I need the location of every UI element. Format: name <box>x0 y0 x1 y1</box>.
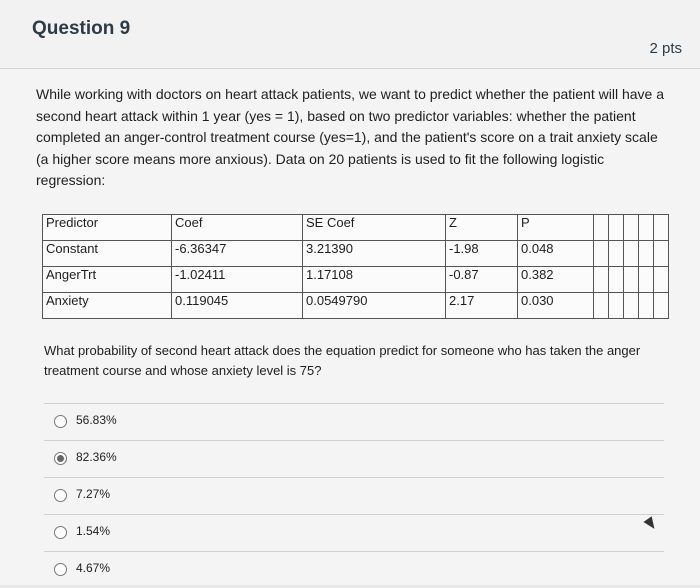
header-se-coef: SE Coef <box>302 214 446 241</box>
header-coef: Coef <box>171 214 303 241</box>
table-row: Anxiety 0.119045 0.0549790 2.17 0.030 <box>42 292 669 319</box>
question-body <box>0 69 700 585</box>
empty-cell <box>638 266 654 293</box>
answer-label[interactable]: 82.36% <box>76 450 117 464</box>
radio-button-selected[interactable] <box>54 452 67 465</box>
answer-option[interactable]: 1.54% <box>44 514 664 551</box>
empty-cell <box>593 292 609 319</box>
table-header-row: Predictor Coef SE Coef Z P <box>42 214 669 241</box>
cell-se-coef: 0.0549790 <box>302 292 446 319</box>
cell-se-coef: 3.21390 <box>302 240 446 267</box>
cell-predictor: Constant <box>42 240 172 267</box>
cell-p: 0.048 <box>517 240 594 267</box>
empty-cell <box>593 240 609 267</box>
cell-z: -0.87 <box>445 266 518 293</box>
empty-cell <box>608 292 624 319</box>
empty-cell <box>593 266 609 293</box>
regression-table: Predictor Coef SE Coef Z P Constant -6.3… <box>42 214 669 319</box>
answer-option[interactable]: 4.67% <box>44 551 664 588</box>
cell-predictor: AngerTrt <box>42 266 172 293</box>
empty-cell <box>623 240 639 267</box>
radio-button[interactable] <box>54 489 67 502</box>
table-row: Constant -6.36347 3.21390 -1.98 0.048 <box>42 240 669 267</box>
empty-cell <box>623 214 639 241</box>
empty-cell <box>608 214 624 241</box>
empty-cell <box>653 292 669 319</box>
empty-cell <box>638 214 654 241</box>
cell-p: 0.030 <box>517 292 594 319</box>
empty-cell <box>653 266 669 293</box>
empty-cell <box>623 292 639 319</box>
points-label: 2 pts <box>649 40 682 57</box>
answer-list: 56.83% 82.36% 7.27% 1.54% 4.67% <box>44 403 664 588</box>
empty-cell <box>608 266 624 293</box>
answer-label[interactable]: 56.83% <box>76 413 117 427</box>
header-z: Z <box>445 214 518 241</box>
header-p: P <box>517 214 594 241</box>
radio-button[interactable] <box>54 415 67 428</box>
radio-button[interactable] <box>54 563 67 576</box>
cell-coef: -6.36347 <box>171 240 303 267</box>
radio-button[interactable] <box>54 526 67 539</box>
empty-cell <box>653 214 669 241</box>
question-header: Question 9 2 pts <box>0 0 700 69</box>
cell-coef: -1.02411 <box>171 266 303 293</box>
empty-cell <box>608 240 624 267</box>
cell-se-coef: 1.17108 <box>302 266 446 293</box>
empty-cell <box>638 292 654 319</box>
cell-predictor: Anxiety <box>42 292 172 319</box>
table-row: AngerTrt -1.02411 1.17108 -0.87 0.382 <box>42 266 669 293</box>
cell-p: 0.382 <box>517 266 594 293</box>
answer-label[interactable]: 7.27% <box>76 487 111 501</box>
cell-z: -1.98 <box>445 240 518 267</box>
question-text: What probability of second heart attack … <box>44 343 641 378</box>
header-predictor: Predictor <box>42 214 172 241</box>
cell-coef: 0.119045 <box>171 292 303 319</box>
answer-option[interactable]: 82.36% <box>44 440 664 477</box>
empty-cell <box>593 214 609 241</box>
empty-cell <box>623 266 639 293</box>
answer-label[interactable]: 1.54% <box>76 524 111 538</box>
answer-option[interactable]: 56.83% <box>44 403 664 440</box>
answer-option[interactable]: 7.27% <box>44 477 664 514</box>
empty-cell <box>638 240 654 267</box>
question-title: Question 9 <box>32 18 131 39</box>
question-prompt: While working with doctors on heart atta… <box>36 86 664 188</box>
answer-label[interactable]: 4.67% <box>76 561 111 575</box>
cell-z: 2.17 <box>445 292 518 319</box>
empty-cell <box>653 240 669 267</box>
